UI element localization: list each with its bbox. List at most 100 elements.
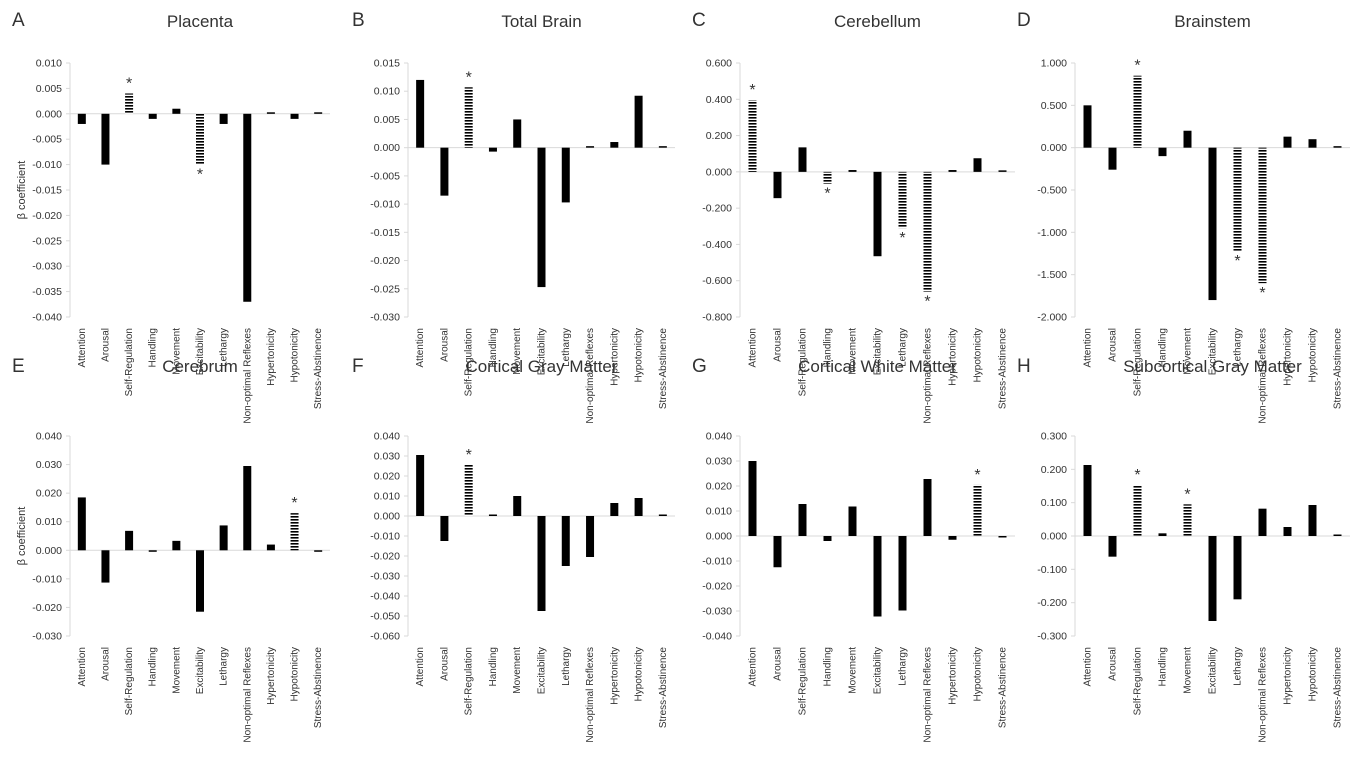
bar-handling xyxy=(823,171,832,184)
significance-star: * xyxy=(1134,467,1140,484)
category-label: Arousal xyxy=(773,328,784,362)
y-tick-label: -0.200 xyxy=(702,203,732,215)
category-label: Self-Regulation xyxy=(798,328,809,396)
bar-arousal xyxy=(773,171,782,199)
y-tick-label: -0.015 xyxy=(370,227,400,239)
bar-movement xyxy=(513,119,522,148)
y-tick-label: -0.035 xyxy=(32,286,62,298)
bar-attention xyxy=(77,113,86,124)
bar-hypotonicity xyxy=(973,484,982,536)
bar-hypertonicity xyxy=(1283,527,1292,536)
category-label: Arousal xyxy=(1108,647,1119,681)
y-tick-label: 0.200 xyxy=(1041,464,1067,476)
bar-hypertonicity xyxy=(610,503,619,516)
bar-stress-abstinence xyxy=(998,536,1007,538)
category-label: Lethargy xyxy=(561,328,572,367)
bar-lethargy xyxy=(561,147,570,203)
bar-movement xyxy=(172,108,181,114)
bar-self-regulation xyxy=(798,147,807,172)
category-label: Hypotonicity xyxy=(290,647,301,701)
category-label: Handling xyxy=(148,328,159,367)
bar-arousal xyxy=(440,516,449,541)
category-label: Lethargy xyxy=(219,647,230,686)
category-label: Non-optimal Reflexes xyxy=(923,328,934,424)
category-label: Hypotonicity xyxy=(634,328,645,382)
category-label: Hypertonicity xyxy=(609,328,620,386)
bar-hypotonicity xyxy=(1308,505,1317,536)
bar-excitability xyxy=(196,550,204,612)
panel-letter: E xyxy=(12,356,25,377)
category-label: Hypotonicity xyxy=(1308,328,1319,382)
chart-panel-a: A Placenta -0.040 -0.035 -0.030 -0.025 -0.020 -… xyxy=(12,10,330,424)
bar-attention xyxy=(77,497,86,551)
category-label: Movement xyxy=(1183,647,1194,694)
category-label: Attention xyxy=(77,647,88,686)
bar-hypertonicity xyxy=(948,536,957,540)
y-tick-label: 0.000 xyxy=(374,142,400,154)
y-tick-label: 0.000 xyxy=(374,511,400,523)
bar-hypotonicity xyxy=(634,95,643,148)
category-label: Handling xyxy=(488,647,499,686)
bar-non-optimal-reflexes xyxy=(586,146,595,148)
bar-arousal xyxy=(101,113,110,165)
bar-hypertonicity xyxy=(266,112,275,114)
y-tick-label: -0.020 xyxy=(32,210,62,222)
chart-panel-b: B Total Brain -0.030 -0.025 -0.020 -0.015 -0.0… xyxy=(352,10,675,424)
y-tick-label: 0.000 xyxy=(706,531,732,543)
y-tick-label: 0.020 xyxy=(374,471,400,483)
significance-star: * xyxy=(466,69,472,86)
panel-letter: F xyxy=(352,356,364,377)
category-label: Self-Regulation xyxy=(464,647,475,715)
bar-arousal xyxy=(773,536,782,568)
bar-lethargy xyxy=(898,171,907,229)
bar-hypertonicity xyxy=(610,142,619,148)
y-tick-label: 0.010 xyxy=(36,516,62,528)
bar-stress-abstinence xyxy=(658,514,667,516)
y-tick-label: -0.005 xyxy=(370,170,400,182)
y-tick-label: -0.050 xyxy=(370,611,400,623)
bar-non-optimal-reflexes xyxy=(923,171,932,292)
chart-panel-g: G Cortical White Matter -0.040 -0.030 -0.020… xyxy=(692,356,1015,743)
category-label: Movement xyxy=(171,647,182,694)
bar-movement xyxy=(848,170,857,172)
category-label: Arousal xyxy=(100,328,111,362)
category-label: Handling xyxy=(488,328,499,367)
chart-panel-d: D Brainstem -2.000 -1.500 -1.000 -0.500 0.000 0… xyxy=(1017,10,1350,424)
bar-lethargy xyxy=(898,536,907,611)
significance-star: * xyxy=(924,294,930,311)
bar-hypertonicity xyxy=(1283,136,1292,148)
chart-title: Cerebellum xyxy=(834,12,921,31)
y-tick-label: -0.200 xyxy=(1037,597,1067,609)
chart-panel-c: C Cerebellum -0.800 -0.600 -0.400 -0.200 0.000… xyxy=(692,10,1015,424)
category-label: Lethargy xyxy=(1233,647,1244,686)
bar-handling xyxy=(1158,533,1167,536)
y-tick-label: 0.005 xyxy=(374,114,400,126)
y-tick-label: -0.400 xyxy=(702,239,732,251)
category-label: Movement xyxy=(171,328,182,375)
y-tick-label: 0.000 xyxy=(36,545,62,557)
category-label: Hypertonicity xyxy=(266,328,277,386)
category-label: Attention xyxy=(1083,647,1094,686)
category-label: Excitability xyxy=(537,647,548,694)
y-tick-label: -0.030 xyxy=(32,631,62,643)
y-tick-label: 0.500 xyxy=(1041,100,1067,112)
chart-title: Placenta xyxy=(167,12,234,31)
bar-handling xyxy=(823,536,832,541)
bar-self-regulation xyxy=(125,530,134,551)
bar-excitability xyxy=(1208,147,1217,301)
bar-non-optimal-reflexes xyxy=(243,113,252,302)
bar-non-optimal-reflexes xyxy=(243,466,252,551)
y-tick-label: 0.300 xyxy=(1041,431,1067,443)
chart-panel-e: E Cerebrum -0.030 -0.020 -0.010 0.000 0.010 0.0… xyxy=(12,356,330,743)
bar-non-optimal-reflexes xyxy=(1258,147,1267,284)
bar-excitability xyxy=(537,147,546,288)
category-label: Hypotonicity xyxy=(634,647,645,701)
bar-stress-abstinence xyxy=(1333,146,1342,148)
bar-self-regulation xyxy=(125,93,134,114)
y-tick-label: 0.010 xyxy=(374,86,400,98)
bar-movement xyxy=(513,496,522,516)
category-label: Lethargy xyxy=(219,328,230,367)
y-tick-label: 0.020 xyxy=(36,488,62,500)
significance-star: * xyxy=(824,186,830,203)
bar-self-regulation xyxy=(1133,485,1142,536)
